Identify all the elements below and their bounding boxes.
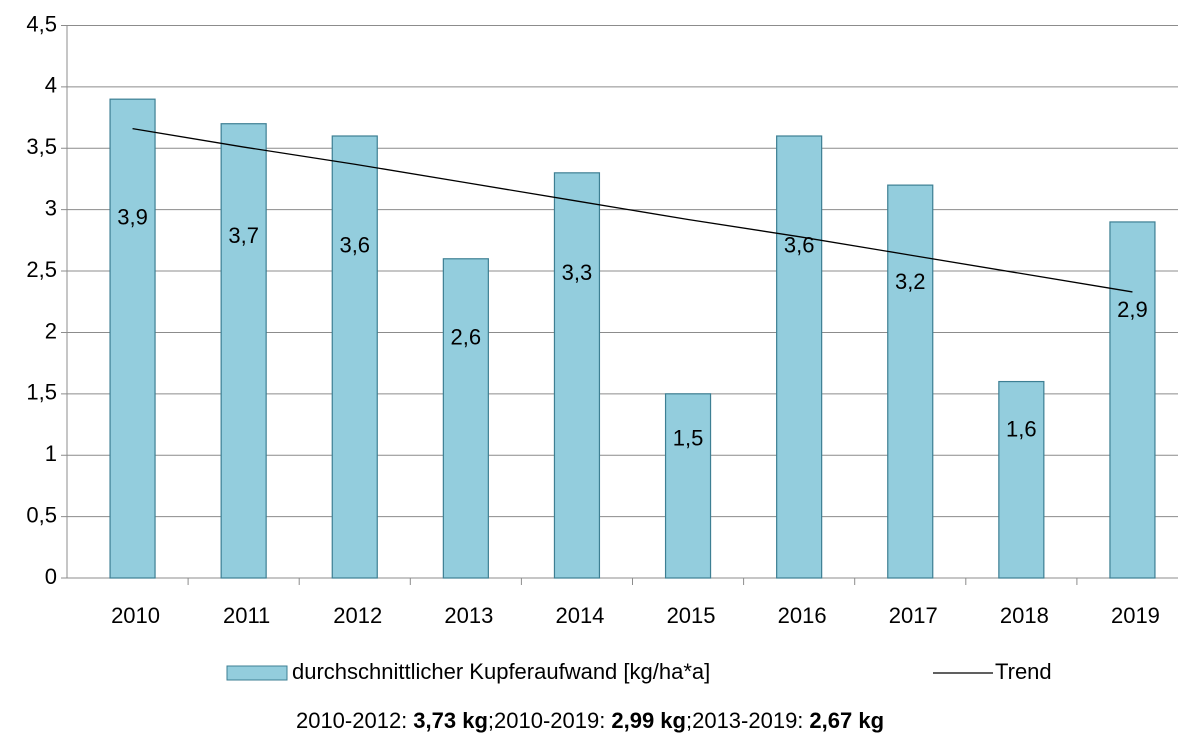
x-tick-label: 2012 [333, 603, 382, 628]
footer-label: 2013-2019: [692, 708, 803, 733]
footer-separator: ; [686, 708, 692, 733]
y-tick-label: 4,5 [26, 11, 57, 36]
data-label: 3,6 [339, 232, 370, 257]
x-tick-label: 2019 [1111, 603, 1160, 628]
y-tick-label: 2,5 [26, 257, 57, 282]
y-tick-label: 4 [45, 73, 57, 98]
data-label: 2,9 [1117, 297, 1148, 322]
data-label: 3,9 [117, 205, 148, 230]
x-tick-label: 2014 [555, 603, 604, 628]
bar [998, 380, 1045, 579]
y-tick-label: 1,5 [26, 380, 57, 405]
x-tick-label: 2011 [223, 603, 270, 628]
legend-swatch [226, 665, 288, 681]
footer-separator: ; [488, 708, 494, 733]
bar [331, 135, 378, 579]
bar [442, 258, 489, 579]
bar [109, 98, 156, 579]
bar [1109, 221, 1156, 579]
data-label: 1,6 [1006, 416, 1037, 441]
trend-line [132, 127, 1133, 293]
footer-value: 3,73 kg [413, 708, 488, 733]
y-tick-label: 3 [45, 195, 57, 220]
data-label: 2,6 [451, 324, 482, 349]
bar [553, 172, 601, 579]
bar [776, 135, 823, 579]
legend-label: Trend [995, 659, 1052, 684]
data-label: 3,2 [895, 269, 926, 294]
x-tick-label: 2017 [889, 603, 938, 628]
x-tick-label: 2018 [1000, 603, 1049, 628]
bar [664, 393, 712, 579]
bar [220, 123, 267, 579]
x-tick-label: 2015 [667, 603, 716, 628]
footer-label: 2010-2012: [296, 708, 407, 733]
y-tick-label: 0,5 [26, 502, 57, 527]
x-tick-label: 2010 [111, 603, 160, 628]
footer: 2010-2012: 3,73 kg;2010-2019: 2,99 kg;2013… [296, 708, 884, 733]
data-label: 1,5 [673, 426, 704, 451]
data-label: 3,3 [562, 260, 593, 285]
data-label: 3,7 [228, 223, 259, 248]
y-tick-label: 2 [45, 318, 57, 343]
footer-value: 2,67 kg [809, 708, 884, 733]
legend-label: durchschnittlicher Kupferaufwand [kg/ha*… [292, 659, 710, 684]
y-tick-label: 1 [45, 441, 57, 466]
bar [887, 184, 934, 579]
footer-value: 2,99 kg [611, 708, 686, 733]
x-tick-label: 2016 [778, 603, 827, 628]
x-tick-label: 2013 [444, 603, 493, 628]
y-tick-label: 3,5 [26, 134, 57, 159]
y-tick-label: 0 [45, 564, 57, 589]
footer-label: 2010-2019: [494, 708, 605, 733]
